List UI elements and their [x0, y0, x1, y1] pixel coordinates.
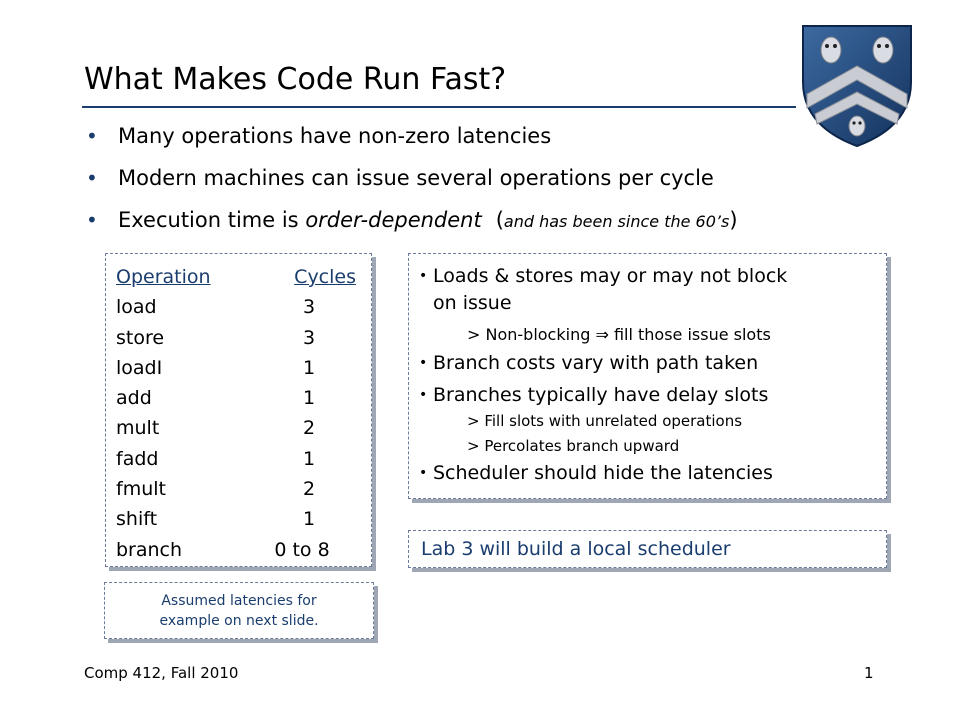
list-item: • Loads & stores may or may not block: [419, 262, 879, 290]
footer-course: Comp 412, Fall 2010: [84, 664, 239, 682]
item-text: on issue: [433, 292, 512, 314]
bullet-dot: •: [86, 124, 98, 148]
bullet-text-prefix: Execution time is: [118, 208, 306, 232]
list-item: • Branch costs vary with path taken: [419, 349, 879, 377]
list-subitem: > Percolates branch upward: [419, 434, 879, 459]
scheduling-notes-list: • Loads & stores may or may not block on …: [419, 262, 879, 487]
aside-open-paren: (: [495, 208, 504, 232]
operation-cell: fadd: [116, 447, 159, 470]
bullet-text: Modern machines can issue several operat…: [118, 166, 714, 190]
bullet-text: Many operations have non-zero latencies: [118, 124, 552, 148]
cycles-cell: 3: [302, 326, 316, 349]
operation-cell: branch: [116, 538, 183, 561]
operation-cell: load: [116, 296, 157, 319]
latency-table-box: Operation Cycles load 3 store 3 loadI 1 add…: [105, 253, 372, 567]
bullet-text: Execution time is order-dependent (and ha…: [118, 200, 738, 242]
list-subitem: > Non-blocking ⇒ fill those issue slots: [419, 322, 879, 349]
cycles-cell: 1: [302, 387, 316, 410]
scheduling-notes-box: • Loads & stores may or may not block on …: [408, 253, 887, 499]
operation-cell: mult: [116, 417, 160, 440]
operation-cell: loadI: [116, 356, 163, 379]
item-text: Scheduler should hide the latencies: [433, 462, 773, 484]
bullet-latencies: • Many operations have non-zero latencie…: [86, 116, 906, 158]
table-row: branch 0 to 8: [116, 535, 356, 565]
lab-callout: Lab 3 will build a local scheduler: [421, 538, 731, 560]
item-text: Loads & stores may or may not block: [433, 265, 788, 287]
cycles-cell: 0 to 8: [274, 538, 330, 561]
operation-cell: shift: [116, 508, 158, 531]
bullet-issue-width: • Modern machines can issue several oper…: [86, 158, 906, 200]
bullet-dot: •: [419, 465, 428, 481]
bullet-dot: •: [86, 208, 98, 232]
subitem-text: > Non-blocking ⇒ fill those issue slots: [467, 325, 771, 344]
bullet-dot: •: [419, 355, 428, 371]
header-operation: Operation: [116, 266, 211, 288]
latency-table-header: Operation Cycles: [116, 262, 356, 292]
bullet-aside: (and has been since the 60’s): [496, 208, 738, 232]
item-text: Branches typically have delay slots: [433, 384, 769, 406]
aside-text: and has been since the 60’s: [503, 212, 730, 231]
cycles-cell: 2: [302, 417, 316, 440]
list-item: • Branches typically have delay slots: [419, 381, 879, 409]
rice-university-crest-icon: [802, 25, 912, 148]
subitem-text: > Fill slots with unrelated operations: [467, 412, 743, 430]
cycles-cell: 1: [302, 356, 316, 379]
subitem-text: > Percolates branch upward: [467, 437, 680, 455]
cycles-cell: 2: [302, 478, 316, 501]
note-line: Assumed latencies for: [161, 593, 317, 609]
slide-title: What Makes Code Run Fast?: [84, 62, 507, 97]
header-cycles: Cycles: [294, 266, 356, 288]
cycles-cell: 3: [302, 296, 316, 319]
title-underline: [82, 106, 796, 108]
assumption-note-box: Assumed latencies for example on next sl…: [104, 582, 374, 639]
table-row: fadd 1: [116, 444, 356, 474]
list-item-continuation: on issue: [419, 290, 879, 318]
lab-callout-box: Lab 3 will build a local scheduler: [408, 530, 887, 568]
table-row: mult 2: [116, 413, 356, 443]
bullet-text-emphasis: order-dependent: [305, 208, 482, 232]
operation-cell: store: [116, 326, 165, 349]
operation-cell: fmult: [116, 478, 166, 501]
bullet-dot: •: [86, 166, 98, 190]
cycles-cell: 1: [302, 508, 316, 531]
list-item: • Scheduler should hide the latencies: [419, 459, 879, 487]
latency-table: Operation Cycles load 3 store 3 loadI 1 add…: [116, 262, 356, 565]
bullet-order-dependent: • Execution time is order-dependent (and …: [86, 200, 906, 242]
bullet-dot: •: [419, 387, 428, 403]
table-row: store 3: [116, 323, 356, 353]
list-subitem: > Fill slots with unrelated operations: [419, 409, 879, 434]
table-row: fmult 2: [116, 474, 356, 504]
operation-cell: add: [116, 387, 152, 410]
page-number: 1: [864, 664, 874, 682]
table-row: add 1: [116, 383, 356, 413]
main-bullet-list: • Many operations have non-zero latencie…: [86, 116, 906, 242]
cycles-cell: 1: [302, 447, 316, 470]
assumption-note: Assumed latencies for example on next sl…: [105, 591, 373, 631]
note-line: example on next slide.: [159, 613, 319, 629]
table-row: shift 1: [116, 504, 356, 534]
table-row: loadI 1: [116, 353, 356, 383]
item-text: Branch costs vary with path taken: [433, 352, 759, 374]
aside-close-paren: ): [729, 208, 738, 232]
table-row: load 3: [116, 292, 356, 322]
bullet-dot: •: [419, 268, 428, 284]
